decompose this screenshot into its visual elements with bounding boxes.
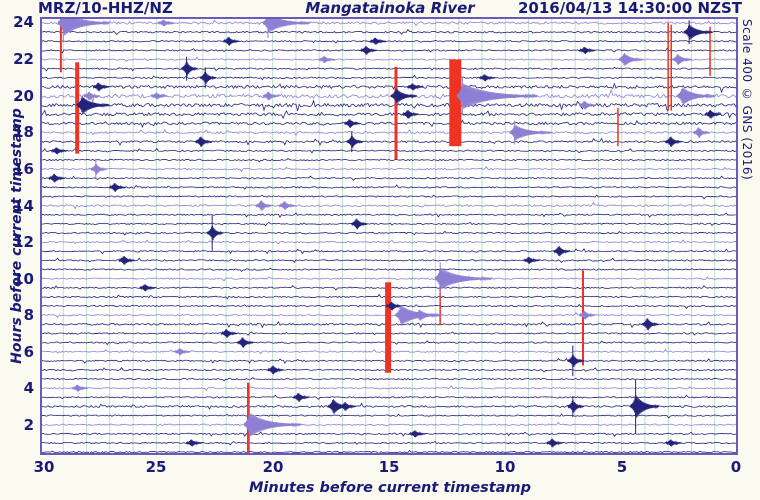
y-tick-16: 16 [13, 160, 34, 178]
x-axis-label: Minutes before current timestamp [248, 480, 532, 496]
scale-copyright-label: Scale 400 © GNS (2016) [740, 19, 754, 181]
timestamp: 2016/04/13 14:30:00 NZST [518, 0, 742, 17]
x-tick-15: 15 [378, 458, 400, 476]
y-tick-4: 4 [23, 379, 34, 397]
x-tick-0: 0 [730, 458, 742, 476]
seismogram-plot [40, 17, 738, 455]
y-tick-12: 12 [13, 233, 34, 251]
y-tick-24: 24 [13, 13, 34, 31]
y-tick-14: 14 [13, 197, 34, 215]
y-tick-18: 18 [13, 123, 34, 141]
y-tick-6: 6 [23, 343, 34, 361]
x-tick-25: 25 [145, 458, 167, 476]
y-tick-10: 10 [13, 270, 34, 288]
y-tick-22: 22 [13, 50, 34, 68]
station-id: MRZ/10-HHZ/NZ [38, 0, 173, 17]
x-tick-5: 5 [616, 458, 628, 476]
x-tick-10: 10 [494, 458, 516, 476]
y-tick-2: 2 [23, 416, 34, 434]
y-tick-20: 20 [13, 87, 34, 105]
y-axis-label: Hours before current timestamp [9, 108, 25, 364]
plot-title: Mangatainoka River [305, 0, 475, 17]
y-tick-8: 8 [23, 306, 34, 324]
x-tick-30: 30 [33, 458, 55, 476]
x-tick-20: 20 [262, 458, 284, 476]
